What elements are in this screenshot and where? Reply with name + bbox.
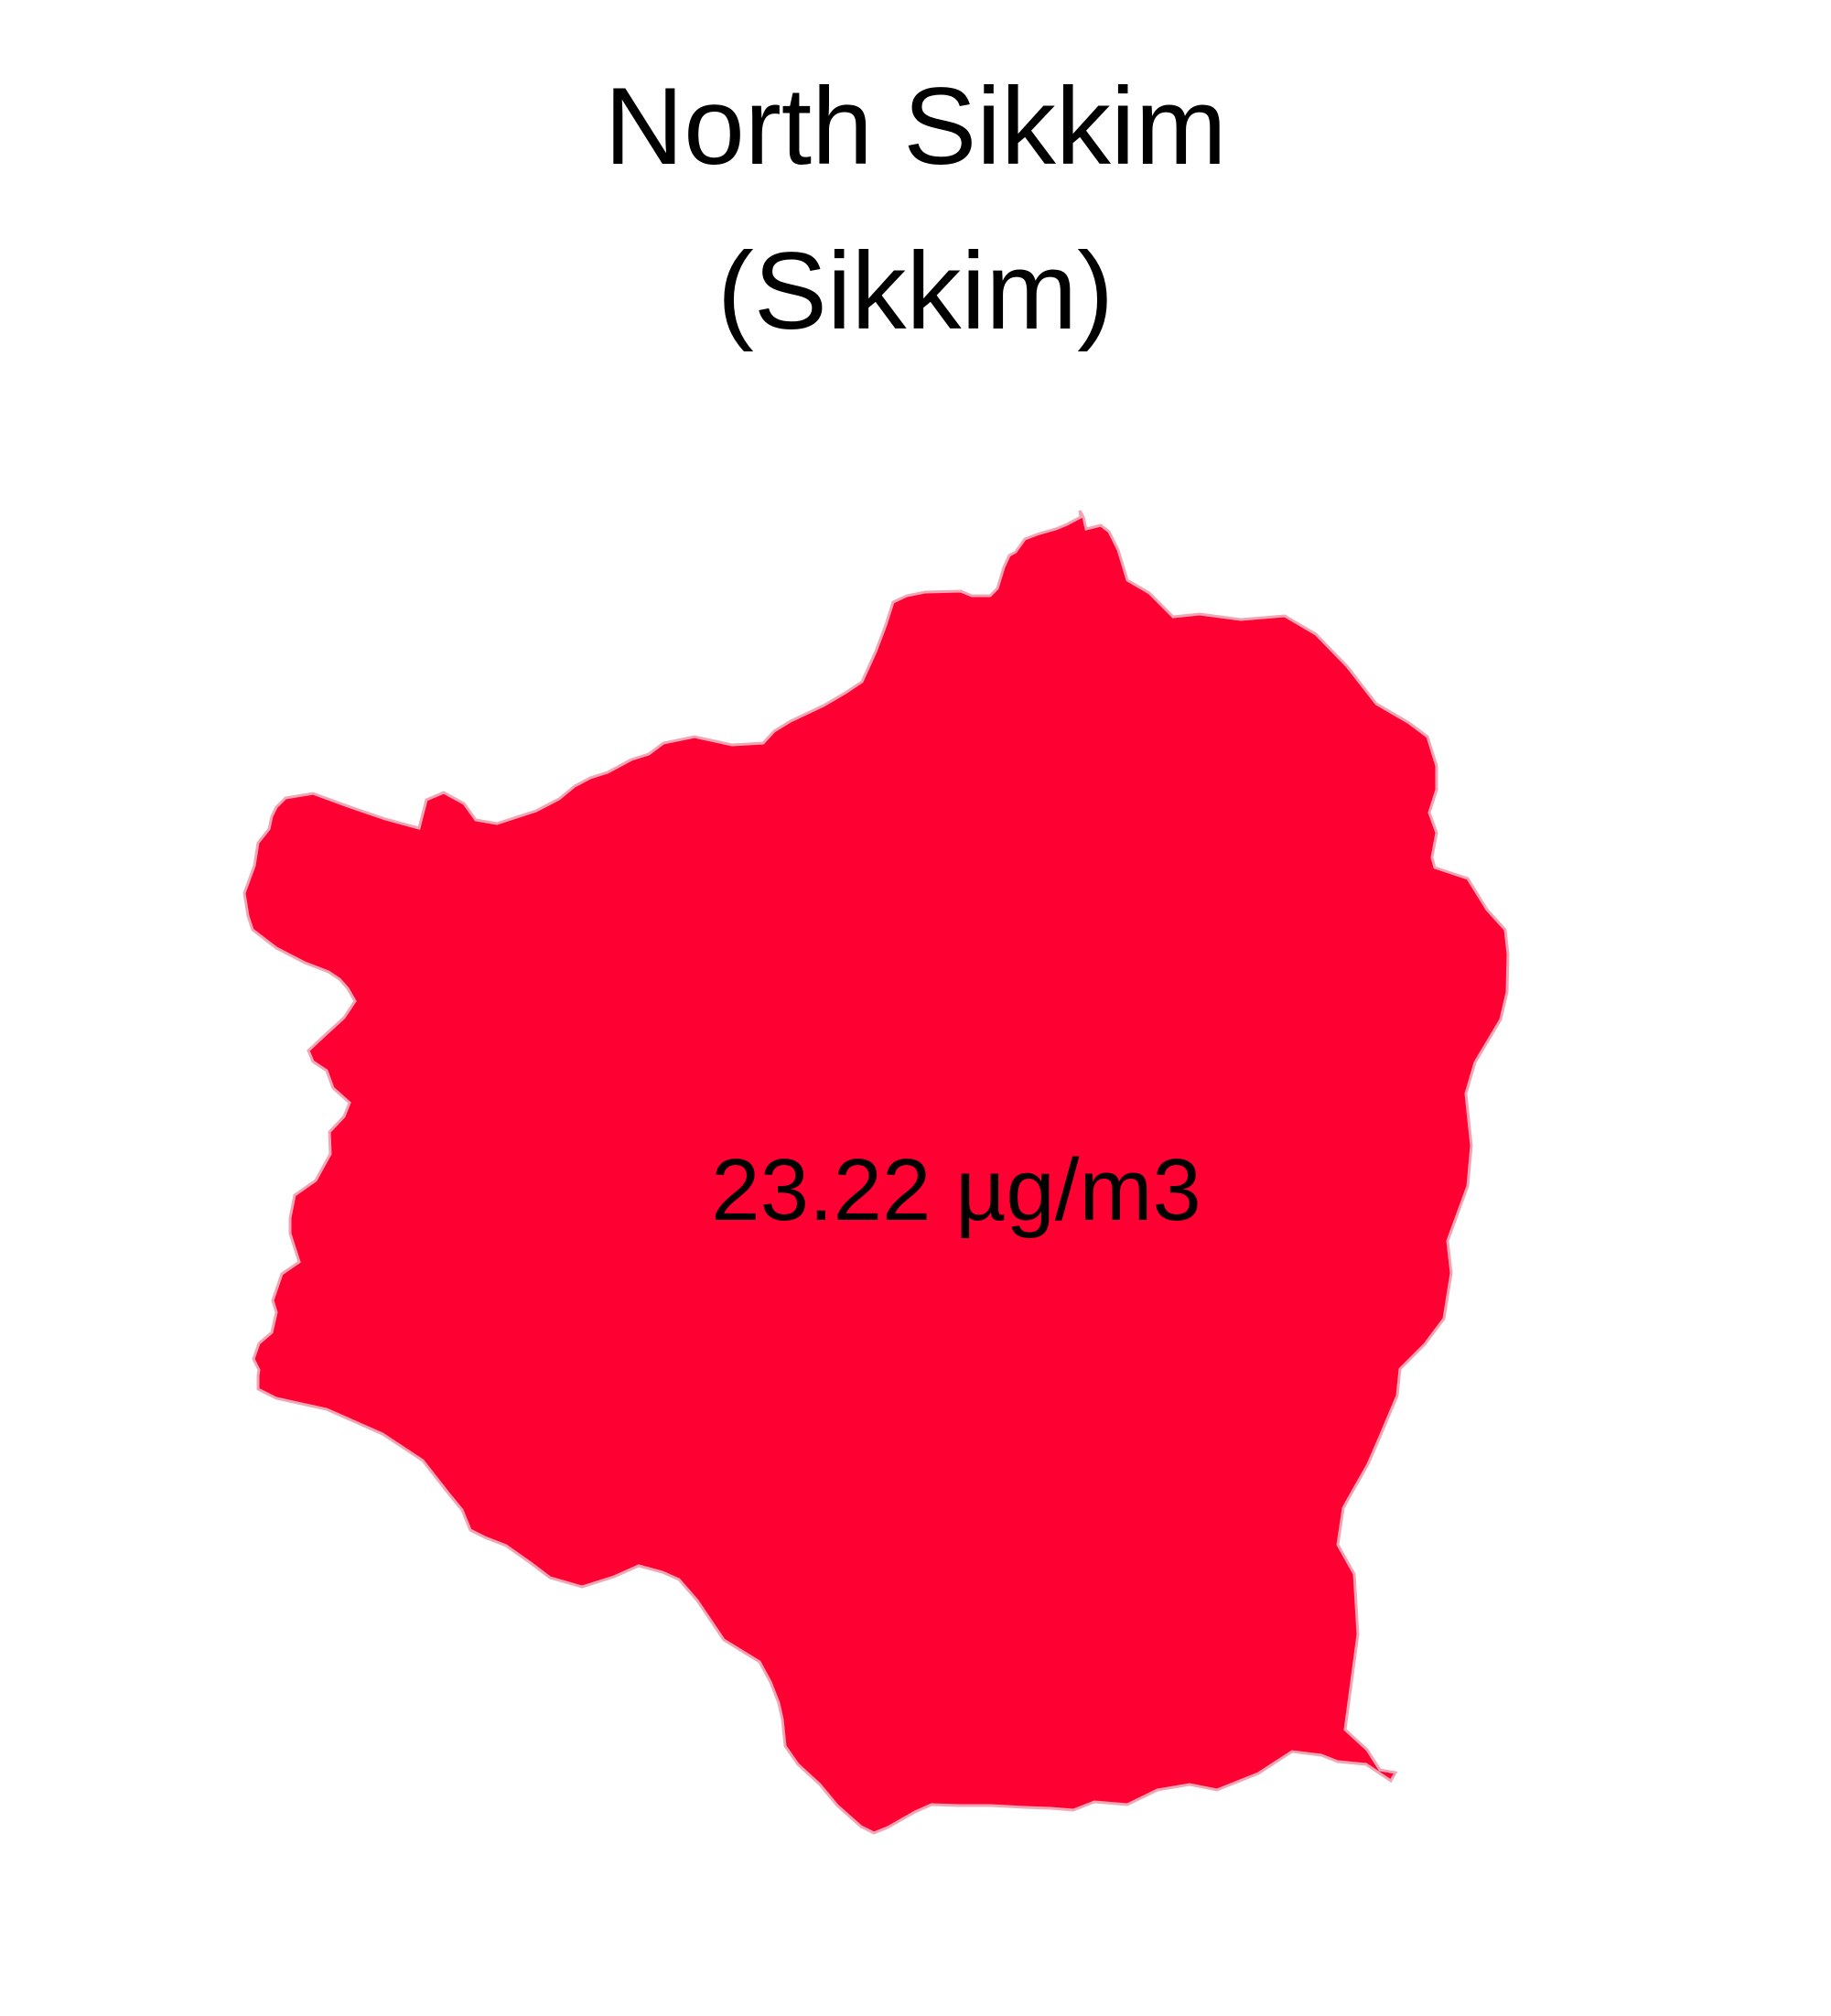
map-title-state: (Sikkim) [716, 230, 1115, 352]
north-sikkim-region [242, 510, 1510, 1835]
map-title-district: North Sikkim [604, 65, 1227, 188]
region-value-label: 23.22 µg/m3 [711, 1141, 1201, 1239]
